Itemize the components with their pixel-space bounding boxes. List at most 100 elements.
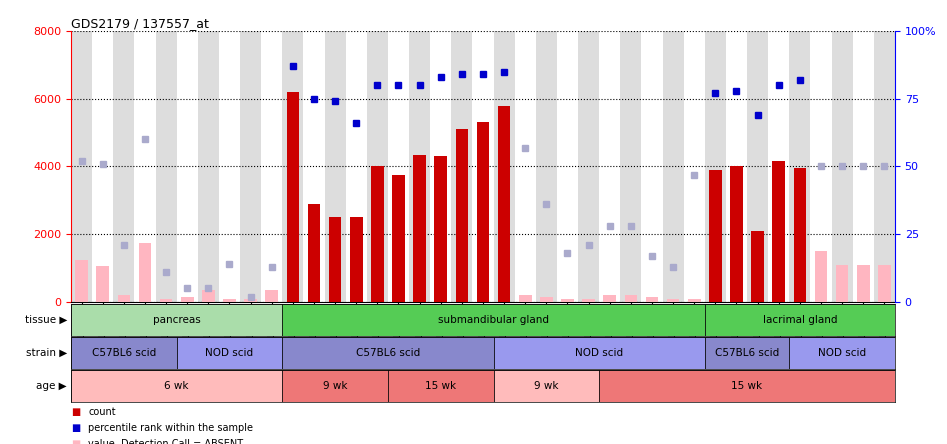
Bar bbox=[620, 31, 641, 302]
Bar bbox=[688, 298, 701, 302]
Bar bbox=[308, 204, 320, 302]
Text: submandibular gland: submandibular gland bbox=[438, 315, 549, 325]
Bar bbox=[71, 31, 92, 302]
Bar bbox=[641, 31, 663, 302]
Bar bbox=[346, 31, 366, 302]
Bar bbox=[836, 265, 849, 302]
Text: 9 wk: 9 wk bbox=[534, 381, 559, 391]
Bar bbox=[705, 337, 789, 369]
Bar bbox=[582, 298, 595, 302]
Bar bbox=[493, 370, 599, 402]
Bar bbox=[177, 337, 282, 369]
Text: GDS2179 / 137557_at: GDS2179 / 137557_at bbox=[71, 17, 209, 30]
Bar bbox=[92, 31, 114, 302]
Bar bbox=[705, 31, 726, 302]
Bar bbox=[134, 31, 155, 302]
Bar bbox=[303, 31, 325, 302]
Text: NOD scid: NOD scid bbox=[205, 348, 254, 358]
Bar bbox=[852, 31, 874, 302]
Bar bbox=[75, 260, 88, 302]
Bar bbox=[498, 106, 510, 302]
Text: strain ▶: strain ▶ bbox=[26, 348, 67, 358]
Bar bbox=[452, 31, 473, 302]
Bar bbox=[789, 31, 811, 302]
Bar bbox=[857, 265, 869, 302]
Bar bbox=[366, 31, 388, 302]
Bar bbox=[282, 337, 493, 369]
Bar bbox=[773, 162, 785, 302]
Bar bbox=[874, 31, 895, 302]
Bar bbox=[71, 304, 282, 336]
Bar bbox=[240, 31, 261, 302]
Bar bbox=[476, 123, 490, 302]
Text: NOD scid: NOD scid bbox=[818, 348, 867, 358]
Bar bbox=[265, 290, 278, 302]
Bar bbox=[726, 31, 747, 302]
Bar bbox=[536, 31, 557, 302]
Bar bbox=[811, 31, 831, 302]
Bar bbox=[814, 251, 828, 302]
Text: NOD scid: NOD scid bbox=[575, 348, 623, 358]
Text: 15 wk: 15 wk bbox=[425, 381, 456, 391]
Bar bbox=[562, 298, 574, 302]
Bar bbox=[878, 265, 891, 302]
Text: pancreas: pancreas bbox=[152, 315, 201, 325]
Bar bbox=[435, 156, 447, 302]
Bar bbox=[624, 295, 637, 302]
Bar bbox=[409, 31, 430, 302]
Text: count: count bbox=[88, 407, 116, 417]
Bar bbox=[789, 337, 895, 369]
Bar bbox=[705, 304, 895, 336]
Bar bbox=[138, 243, 152, 302]
Bar bbox=[97, 266, 109, 302]
Bar bbox=[282, 31, 303, 302]
Bar bbox=[730, 166, 742, 302]
Bar bbox=[71, 337, 177, 369]
Bar bbox=[599, 370, 895, 402]
Bar bbox=[325, 31, 346, 302]
Text: tissue ▶: tissue ▶ bbox=[25, 315, 67, 325]
Text: age ▶: age ▶ bbox=[36, 381, 67, 391]
Bar bbox=[831, 31, 852, 302]
Bar bbox=[578, 31, 599, 302]
Bar bbox=[71, 370, 282, 402]
Bar bbox=[388, 370, 493, 402]
Bar bbox=[261, 31, 282, 302]
Bar bbox=[519, 295, 531, 302]
Bar bbox=[646, 297, 658, 302]
Text: 6 wk: 6 wk bbox=[165, 381, 188, 391]
Bar bbox=[768, 31, 789, 302]
Bar bbox=[456, 129, 468, 302]
Bar bbox=[751, 231, 764, 302]
Text: C57BL6 scid: C57BL6 scid bbox=[715, 348, 779, 358]
Bar bbox=[667, 298, 679, 302]
Bar bbox=[603, 295, 616, 302]
Bar bbox=[493, 337, 705, 369]
Bar bbox=[282, 370, 388, 402]
Text: C57BL6 scid: C57BL6 scid bbox=[356, 348, 420, 358]
Bar bbox=[160, 298, 172, 302]
Bar bbox=[329, 217, 342, 302]
Bar bbox=[282, 304, 705, 336]
Bar bbox=[493, 31, 514, 302]
Text: lacrimal gland: lacrimal gland bbox=[762, 315, 837, 325]
Bar bbox=[202, 290, 215, 302]
Bar bbox=[557, 31, 578, 302]
Bar bbox=[473, 31, 493, 302]
Text: 9 wk: 9 wk bbox=[323, 381, 348, 391]
Bar bbox=[349, 217, 363, 302]
Text: value, Detection Call = ABSENT: value, Detection Call = ABSENT bbox=[88, 439, 243, 444]
Bar bbox=[388, 31, 409, 302]
Bar bbox=[794, 168, 806, 302]
Bar bbox=[177, 31, 198, 302]
Bar bbox=[747, 31, 768, 302]
Bar bbox=[117, 295, 130, 302]
Bar bbox=[198, 31, 219, 302]
Text: C57BL6 scid: C57BL6 scid bbox=[92, 348, 156, 358]
Bar bbox=[514, 31, 536, 302]
Text: percentile rank within the sample: percentile rank within the sample bbox=[88, 423, 253, 433]
Bar bbox=[540, 297, 553, 302]
Text: 15 wk: 15 wk bbox=[731, 381, 762, 391]
Bar bbox=[114, 31, 134, 302]
Bar bbox=[223, 298, 236, 302]
